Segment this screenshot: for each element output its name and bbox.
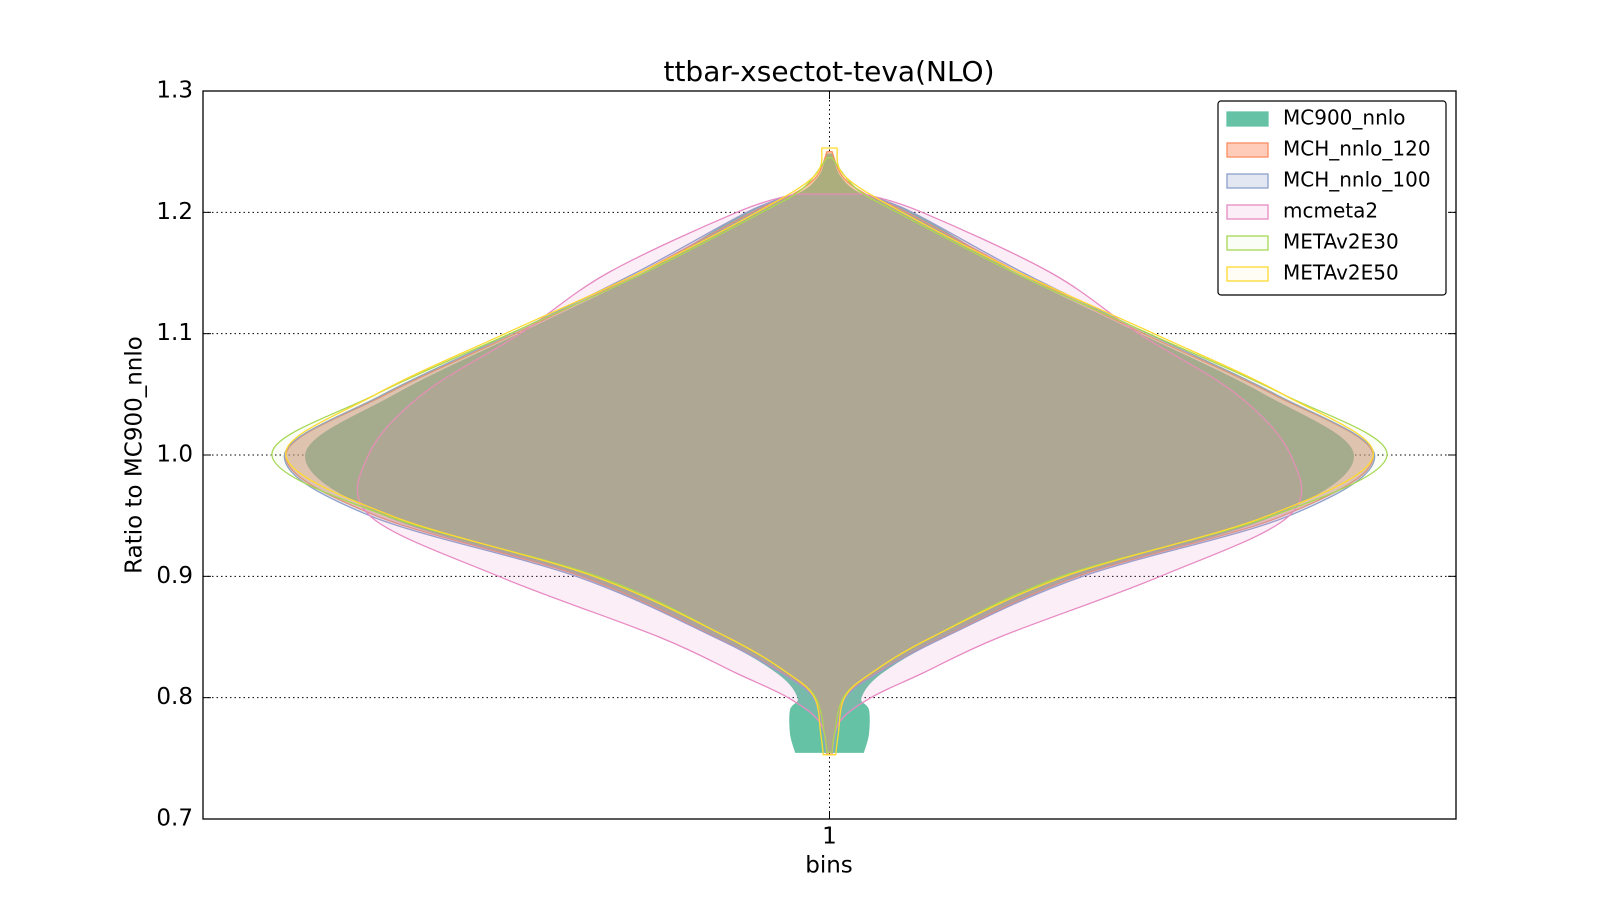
y-axis-label: Ratio to MC900_nnlo xyxy=(122,336,148,574)
legend: MC900_nnlo MCH_nnlo_120 MCH_nnlo_100mcmeta… xyxy=(1217,100,1447,296)
legend-swatch xyxy=(1226,173,1269,189)
violin xyxy=(271,157,1388,753)
y-tick-label: 1.2 xyxy=(156,199,193,225)
y-tick-label: 1.0 xyxy=(156,442,193,468)
legend-swatch xyxy=(1226,266,1269,282)
plot-frame xyxy=(202,90,1457,820)
legend-label: METAv2E30 xyxy=(1283,230,1399,254)
y-tick-label: 1.3 xyxy=(156,78,193,104)
legend-box xyxy=(1217,100,1447,296)
legend-label: MC900_nnlo xyxy=(1283,106,1406,130)
y-tick-label: 0.7 xyxy=(156,806,193,832)
legend-label: mcmeta2 xyxy=(1283,199,1378,223)
legend-swatch xyxy=(1226,142,1269,158)
x-tick-label: 1 xyxy=(822,824,837,850)
y-tick-label: 0.8 xyxy=(156,684,193,710)
legend-label: MCH_nnlo_100 xyxy=(1283,168,1431,192)
legend-swatch xyxy=(1226,204,1269,220)
plot-area xyxy=(203,90,1456,820)
legend-label: MCH_nnlo_120 xyxy=(1283,137,1431,161)
violin xyxy=(285,151,1374,756)
legend-swatch xyxy=(1226,111,1269,127)
violin xyxy=(285,147,1374,756)
x-axis-label: bins xyxy=(805,853,853,879)
legend-label: METAv2E50 xyxy=(1283,261,1399,285)
chart-title: ttbar-xsectot-teva(NLO) xyxy=(663,55,994,88)
y-tick-label: 0.9 xyxy=(156,563,193,589)
y-tick-label: 1.1 xyxy=(156,320,193,346)
legend-swatch xyxy=(1226,235,1269,251)
